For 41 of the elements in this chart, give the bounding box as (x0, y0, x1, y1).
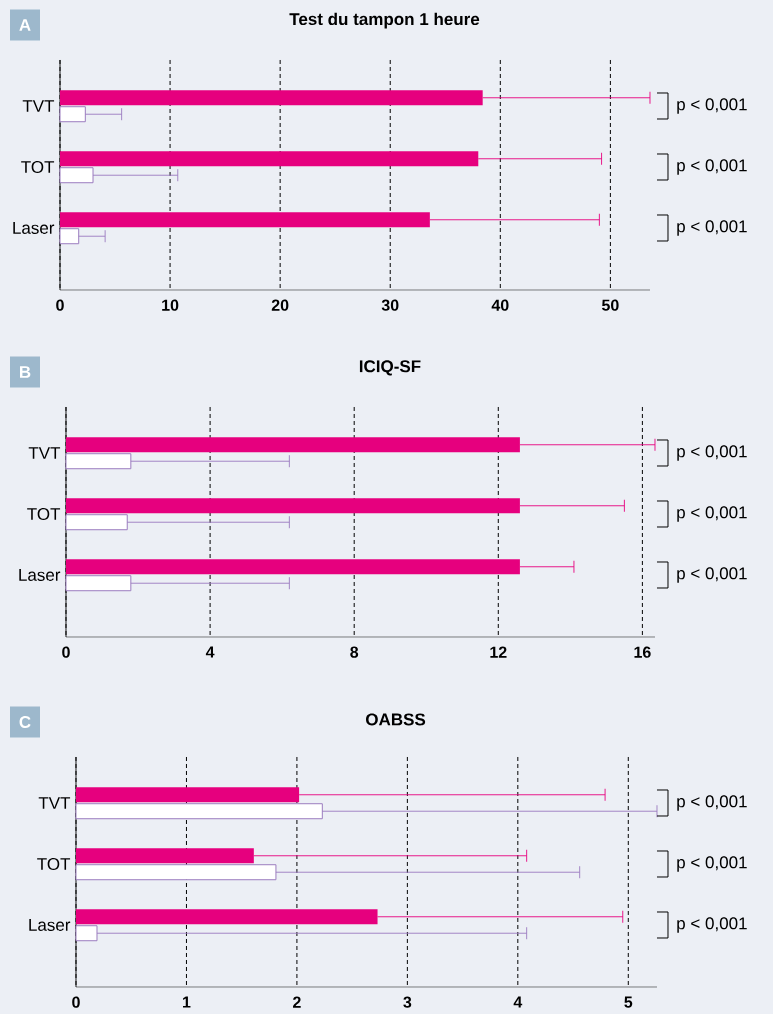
y-tick-label: TOT (21, 160, 55, 174)
x-tick-label: 8 (350, 646, 359, 658)
y-tick-label: TVT (28, 447, 61, 459)
x-tick-label: 0 (72, 996, 80, 1008)
text: p < 0,001 (677, 98, 747, 114)
y-tick-label: Laser (29, 919, 71, 931)
y-tick-label: Laser (19, 569, 61, 581)
y-tick-label: TVT (22, 100, 55, 112)
x-tick-label: 4 (513, 996, 523, 1008)
text: p < 0,001 (677, 917, 747, 933)
x-tick-label: 4 (205, 646, 215, 658)
x-tick-label: 0 (56, 299, 64, 311)
x-tick-label: 3 (403, 996, 412, 1008)
y-tick-label: Laser (13, 222, 55, 234)
y-tick-label: TOT (27, 507, 61, 521)
x-tick-label: 0 (62, 646, 70, 658)
text: A (19, 19, 31, 31)
chart-title: OABSS (366, 713, 426, 726)
chart-title: ICIQ-SF (359, 360, 421, 376)
x-tick-label: 30 (381, 299, 399, 311)
text: B (20, 366, 31, 378)
x-tick-label: 16 (634, 646, 651, 658)
x-tick-label: 1 (183, 996, 191, 1008)
x-tick-label: 12 (490, 646, 507, 658)
y-tick-label: TOT (37, 857, 71, 871)
text: p < 0,001 (677, 445, 747, 461)
x-tick-label: 10 (162, 299, 179, 311)
text: p < 0,001 (677, 856, 747, 872)
x-tick-label: 50 (601, 299, 619, 311)
text: C (19, 715, 31, 729)
text: p < 0,001 (677, 159, 747, 175)
y-tick-label: TVT (38, 797, 71, 809)
x-tick-label: 5 (624, 996, 633, 1008)
text: p < 0,001 (677, 795, 747, 811)
x-tick-label: 40 (491, 299, 509, 311)
text: p < 0,001 (677, 220, 747, 236)
text: p < 0,001 (677, 506, 747, 522)
x-tick-label: 2 (293, 996, 301, 1008)
text: p < 0,001 (677, 567, 747, 583)
chart-title: Test du tampon 1 heure (289, 12, 480, 29)
x-tick-label: 20 (271, 299, 289, 311)
